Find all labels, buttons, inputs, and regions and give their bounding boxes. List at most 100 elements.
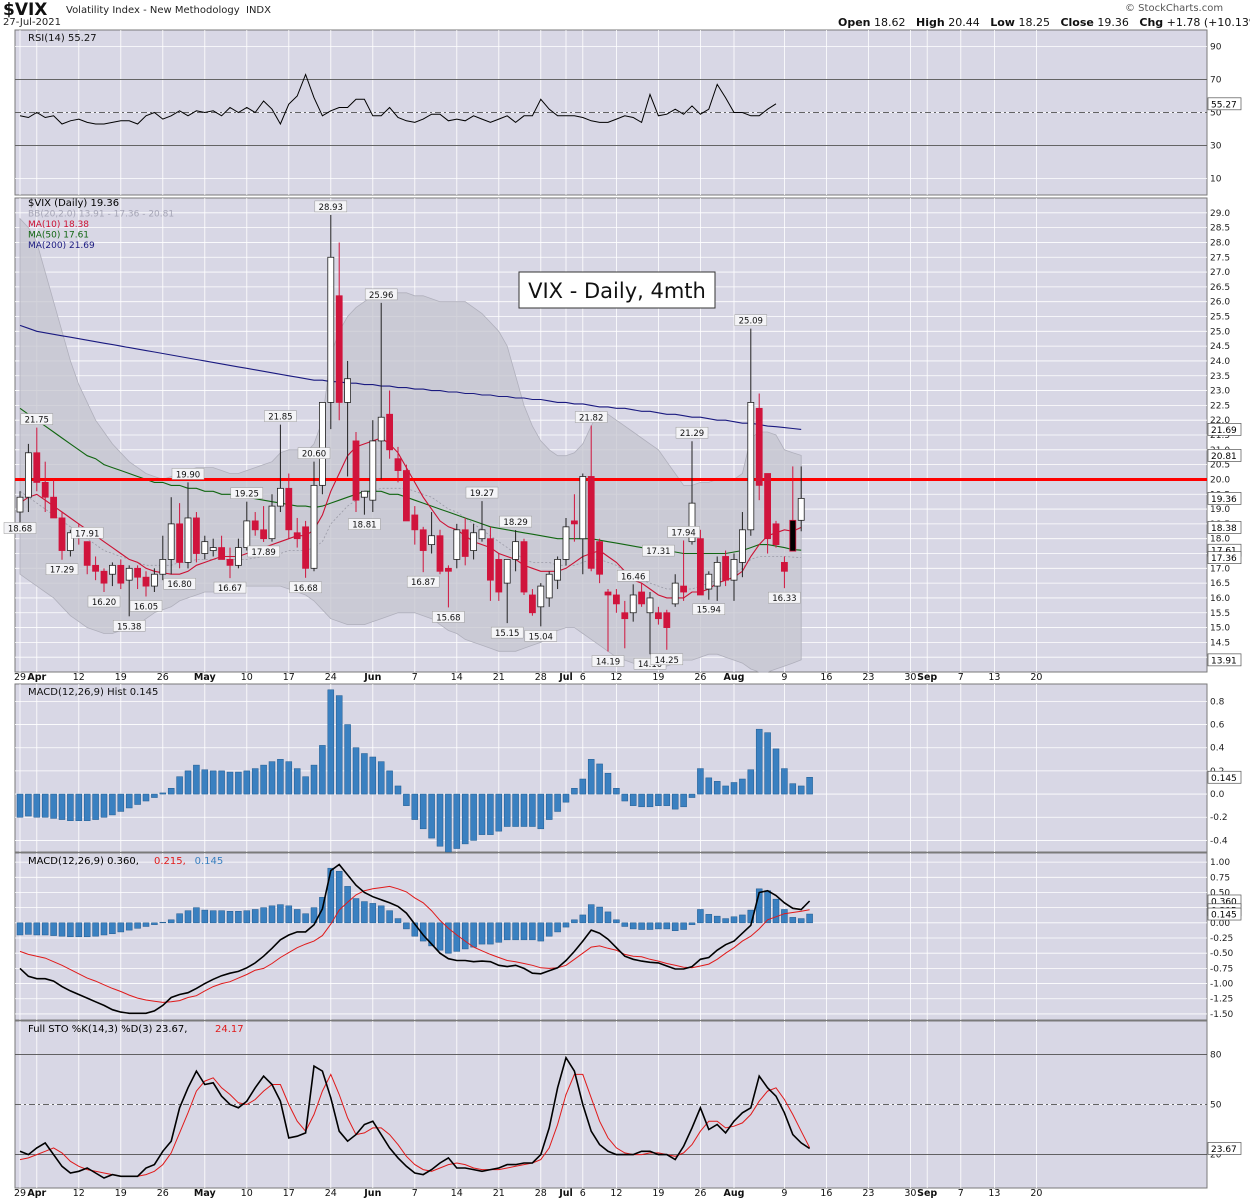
x-axis-label: Jul — [558, 672, 573, 683]
price-right-label: 18.38 — [1211, 524, 1237, 534]
macd-right-label: 0.360 — [1211, 897, 1237, 907]
macd-hist-bar — [176, 776, 183, 795]
macd-hist-bar — [58, 793, 66, 820]
candle-body — [192, 517, 200, 554]
x-axis-label: 19 — [652, 672, 664, 683]
value-label: 15.94 — [697, 606, 721, 616]
value-label: 28.93 — [319, 203, 343, 213]
price-axis-tick-label: 23.0 — [1210, 387, 1230, 397]
value-label-box — [406, 575, 440, 588]
value-label: 17.31 — [646, 547, 670, 557]
price-right-label: 17.36 — [1211, 554, 1237, 564]
exchange-label: INDX — [246, 5, 271, 16]
rsi-last-value-tag — [1207, 97, 1242, 111]
macd-panel-hist-bar — [629, 922, 637, 930]
candle-body — [747, 402, 755, 531]
candle-body — [621, 612, 629, 620]
macd-panel-hist-bar — [100, 922, 108, 936]
value-label: 14.19 — [596, 658, 620, 668]
candle-body — [663, 612, 671, 628]
macd-panel-hist-bar — [268, 905, 276, 924]
macd-hist-bar — [243, 770, 251, 795]
value-label: 19.27 — [470, 489, 494, 499]
x-axis-label: Apr — [27, 1188, 46, 1199]
candle-body — [50, 496, 57, 519]
value-label: 19.25 — [235, 490, 259, 500]
macd-panel-hist-bar — [209, 910, 217, 924]
macd-hist-bar — [646, 793, 654, 808]
x-axis-label: Aug — [724, 1188, 745, 1199]
macd-line — [19, 863, 811, 1015]
macd-panel-hist-bar — [436, 922, 444, 951]
value-label: 17.94 — [671, 528, 695, 538]
candle-body — [537, 585, 545, 608]
bollinger-mid-line — [19, 487, 802, 590]
candle-body — [92, 564, 99, 572]
macd-panel-hist-bar — [680, 922, 687, 930]
price-axis-tick-label: 16.0 — [1210, 594, 1230, 604]
macd-hist-bar — [25, 793, 32, 817]
candle-body — [83, 541, 91, 566]
x-axis-label: 10 — [241, 672, 253, 683]
value-label-box — [524, 630, 558, 642]
value-label: 16.46 — [621, 572, 645, 582]
macd-hist-axis-tick-label: 0.4 — [1210, 744, 1225, 754]
macd-hist-bar — [142, 793, 150, 802]
price-right-label-tag — [1207, 521, 1242, 534]
x-axis-label: 17 — [283, 1188, 295, 1199]
candle-body — [335, 295, 343, 403]
macd-hist-bar — [478, 793, 486, 835]
macd-panel-hist-bar — [403, 922, 410, 930]
macd-panel-hist-bar — [201, 909, 209, 924]
candle-body — [461, 529, 469, 557]
macd-hist-bar — [705, 777, 713, 795]
macd-panel-hist-bar — [604, 911, 612, 924]
macd-hist-bar — [386, 770, 393, 795]
x-axis-label: 26 — [157, 672, 169, 683]
value-label-box — [87, 595, 121, 608]
candle-body — [251, 520, 259, 531]
candle-body — [24, 452, 32, 498]
stochastics-last-value-tag — [1207, 1142, 1242, 1155]
x-axis-label: 23 — [862, 1188, 874, 1199]
value-label-box — [289, 581, 322, 594]
x-axis-label: 26 — [157, 1188, 169, 1199]
x-axis-label: 14 — [451, 672, 463, 683]
value-label: 21.82 — [579, 414, 603, 424]
macd-hist-bar — [193, 764, 200, 795]
macd-panel-hist-bar — [142, 922, 150, 927]
macd-hist-axis-tick-label: -0.4 — [1210, 836, 1228, 846]
price-right-label: 20.81 — [1211, 452, 1237, 462]
x-axis-label: 21 — [493, 1188, 505, 1199]
macd-panel-hist-bar — [151, 922, 158, 925]
candle-body — [377, 416, 385, 442]
value-label: 16.67 — [218, 584, 242, 594]
candle-body — [512, 541, 519, 560]
x-axis-label: 10 — [241, 1188, 253, 1199]
macd-hist-bar — [419, 793, 427, 830]
rsi-axis-tick-label: 50 — [1210, 109, 1222, 119]
x-axis-label: 26 — [694, 672, 706, 683]
value-label-box — [112, 620, 146, 632]
x-axis-label: 12 — [73, 1188, 85, 1199]
macd-panel-hist-bar — [394, 918, 402, 924]
macd-hist-bar — [487, 793, 494, 835]
macd-panel-hist-bar — [470, 922, 477, 948]
candle-body — [579, 476, 587, 540]
candle-body — [478, 529, 486, 540]
open-label: Open — [838, 16, 871, 29]
candle-body — [520, 541, 528, 593]
rsi-axis-tick-label: 90 — [1210, 43, 1222, 53]
value-label-box — [499, 515, 532, 528]
price-axis-tick-label: 26.5 — [1210, 283, 1230, 293]
candle-body — [285, 487, 293, 531]
value-label: 18.81 — [352, 521, 376, 531]
value-label: 25.96 — [369, 291, 393, 301]
symbol-title: $VIX — [3, 0, 48, 20]
macd-axis-tick-label: -1.50 — [1210, 1010, 1234, 1020]
macd-panel-hist-bar — [797, 918, 805, 924]
macd-hist-bar — [461, 793, 469, 845]
macd-panel-hist-bar — [697, 909, 704, 924]
macd-panel-hist-bar — [235, 911, 242, 924]
value-label-box — [465, 486, 499, 499]
